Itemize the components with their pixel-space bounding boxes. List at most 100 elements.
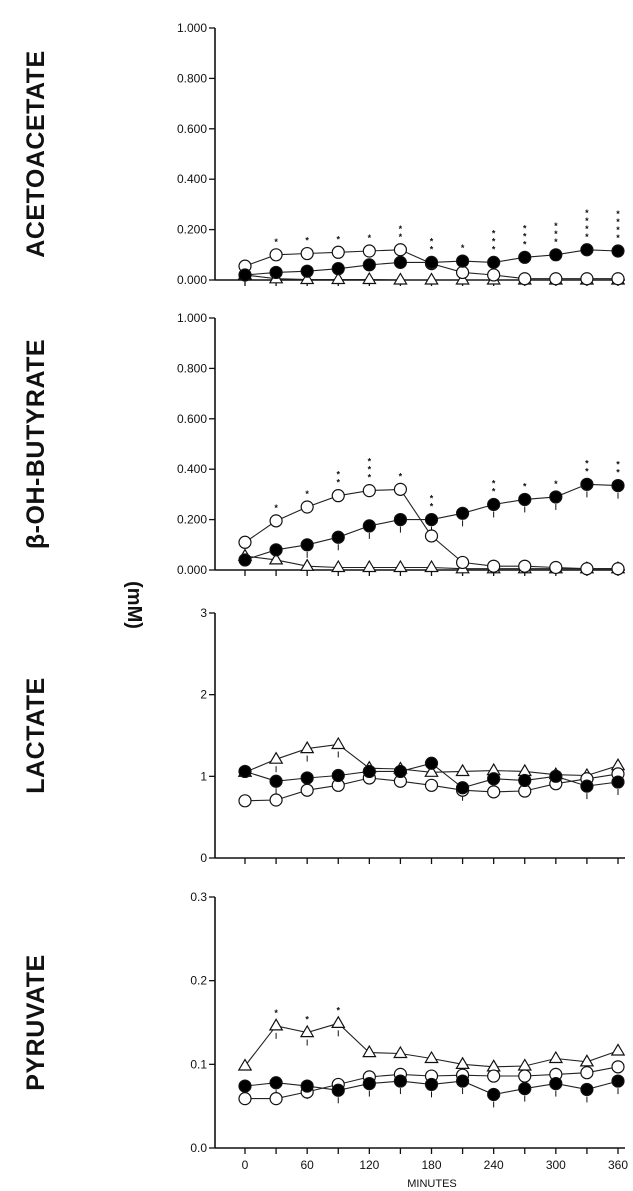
x-axis-label: MINUTES xyxy=(407,1178,457,1190)
significance-mark: * xyxy=(585,224,589,234)
y-tick-label: 0.200 xyxy=(177,223,207,237)
y-tick-label: 1.000 xyxy=(177,311,207,325)
significance-mark: * xyxy=(336,478,340,488)
data-point-open-circle xyxy=(518,272,532,286)
data-point-filled-circle xyxy=(424,512,439,527)
significance-mark: * xyxy=(430,502,434,512)
significance-mark: * xyxy=(585,466,589,476)
x-tick-label: 180 xyxy=(421,1158,441,1172)
y-tick-label: 0.3 xyxy=(190,890,207,904)
data-point-open-circle xyxy=(300,783,314,797)
significance-mark: * xyxy=(492,236,496,246)
data-point-triangle xyxy=(424,1050,439,1064)
significance-mark: * xyxy=(492,244,496,254)
data-point-open-circle xyxy=(549,560,563,575)
data-point-triangle xyxy=(579,1054,595,1067)
data-point-triangle xyxy=(455,1056,470,1070)
data-point-open-circle xyxy=(269,793,283,807)
significance-mark: * xyxy=(616,233,620,243)
data-point-filled-circle xyxy=(518,250,532,264)
data-point-filled-circle xyxy=(269,1076,283,1090)
data-point-open-circle xyxy=(238,1092,252,1106)
data-point-filled-circle xyxy=(269,265,283,280)
data-point-triangle xyxy=(362,559,377,573)
significance-mark: * xyxy=(430,236,434,246)
significance-mark: * xyxy=(554,479,558,489)
data-point-triangle xyxy=(299,740,315,754)
y-tick-label: 0 xyxy=(200,851,207,865)
significance-mark: * xyxy=(585,208,589,218)
data-point-open-circle xyxy=(518,559,532,573)
data-point-filled-circle xyxy=(580,1082,594,1097)
data-point-open-circle xyxy=(580,1066,594,1080)
significance-mark: * xyxy=(399,232,403,242)
panel-title: LACTATE xyxy=(22,677,50,793)
data-point-filled-circle xyxy=(487,772,501,786)
data-point-filled-circle xyxy=(424,1077,439,1092)
y-tick-label: 0.600 xyxy=(177,412,207,426)
data-point-open-circle xyxy=(611,562,625,576)
y-tick-label: 3 xyxy=(200,606,207,620)
data-point-filled-circle xyxy=(269,543,283,557)
data-point-filled-circle xyxy=(611,1074,625,1088)
significance-mark: * xyxy=(616,460,620,470)
unit-label: (mM) xyxy=(123,581,145,629)
data-point-filled-circle xyxy=(393,764,408,779)
significance-mark: * xyxy=(274,237,278,247)
y-tick-label: 0.2 xyxy=(190,974,207,988)
significance-mark: * xyxy=(336,1005,340,1015)
y-tick-label: 0.200 xyxy=(177,513,207,527)
data-point-triangle xyxy=(299,1024,315,1038)
y-tick-label: 0.800 xyxy=(177,71,207,85)
data-point-triangle xyxy=(393,1045,408,1059)
significance-mark: * xyxy=(368,465,372,475)
data-point-open-circle xyxy=(269,248,283,262)
panel-4: 0.0 0.1 0.2 0.3 0 60 120 180 240 300 360 PYRUVATE * *… xyxy=(22,890,628,1172)
x-tick-label: 60 xyxy=(300,1158,314,1172)
significance-mark: * xyxy=(554,229,558,239)
data-point-open-circle xyxy=(424,778,439,792)
data-point-filled-circle xyxy=(518,773,532,788)
x-tick-label: 240 xyxy=(484,1158,504,1172)
data-point-filled-circle xyxy=(518,492,532,507)
significance-mark: * xyxy=(368,473,372,483)
significance-mark: * xyxy=(585,216,589,226)
data-point-open-circle xyxy=(393,482,408,496)
significance-mark: * xyxy=(399,224,403,234)
x-tick-label: 360 xyxy=(608,1158,628,1172)
data-point-filled-circle xyxy=(393,255,408,269)
data-point-filled-circle xyxy=(580,243,594,257)
significance-mark: * xyxy=(554,237,558,247)
data-point-triangle xyxy=(362,271,377,285)
data-point-triangle xyxy=(268,552,284,565)
data-point-open-circle xyxy=(393,243,408,257)
y-tick-label: 0.1 xyxy=(190,1057,207,1071)
data-point-filled-circle xyxy=(300,538,314,552)
y-tick-label: 0.000 xyxy=(177,563,207,577)
significance-mark: * xyxy=(368,457,372,467)
data-point-filled-circle xyxy=(549,769,563,783)
data-point-filled-circle xyxy=(549,1076,563,1091)
panel-3: 0 1 2 3 LACTATE xyxy=(22,606,626,865)
data-point-open-circle xyxy=(300,246,314,261)
data-point-filled-circle xyxy=(455,781,470,795)
panel-title: ACETOACETATE xyxy=(22,50,50,257)
data-point-open-circle xyxy=(611,1060,625,1074)
significance-mark: * xyxy=(461,243,465,253)
y-tick-label: 1 xyxy=(200,769,207,783)
data-point-triangle xyxy=(486,1059,501,1072)
data-point-filled-circle xyxy=(580,779,594,793)
significance-mark: * xyxy=(305,236,309,246)
data-point-open-circle xyxy=(362,244,376,258)
significance-mark: * xyxy=(616,217,620,227)
data-point-triangle xyxy=(424,559,439,573)
significance-mark: * xyxy=(616,225,620,235)
data-point-triangle xyxy=(268,751,284,764)
y-tick-label: 2 xyxy=(200,688,207,702)
data-point-filled-circle xyxy=(424,255,439,269)
data-point-filled-circle xyxy=(487,255,501,269)
x-tick-label: 0 xyxy=(242,1158,249,1172)
data-point-filled-circle xyxy=(611,244,625,258)
data-point-filled-circle xyxy=(424,756,439,770)
